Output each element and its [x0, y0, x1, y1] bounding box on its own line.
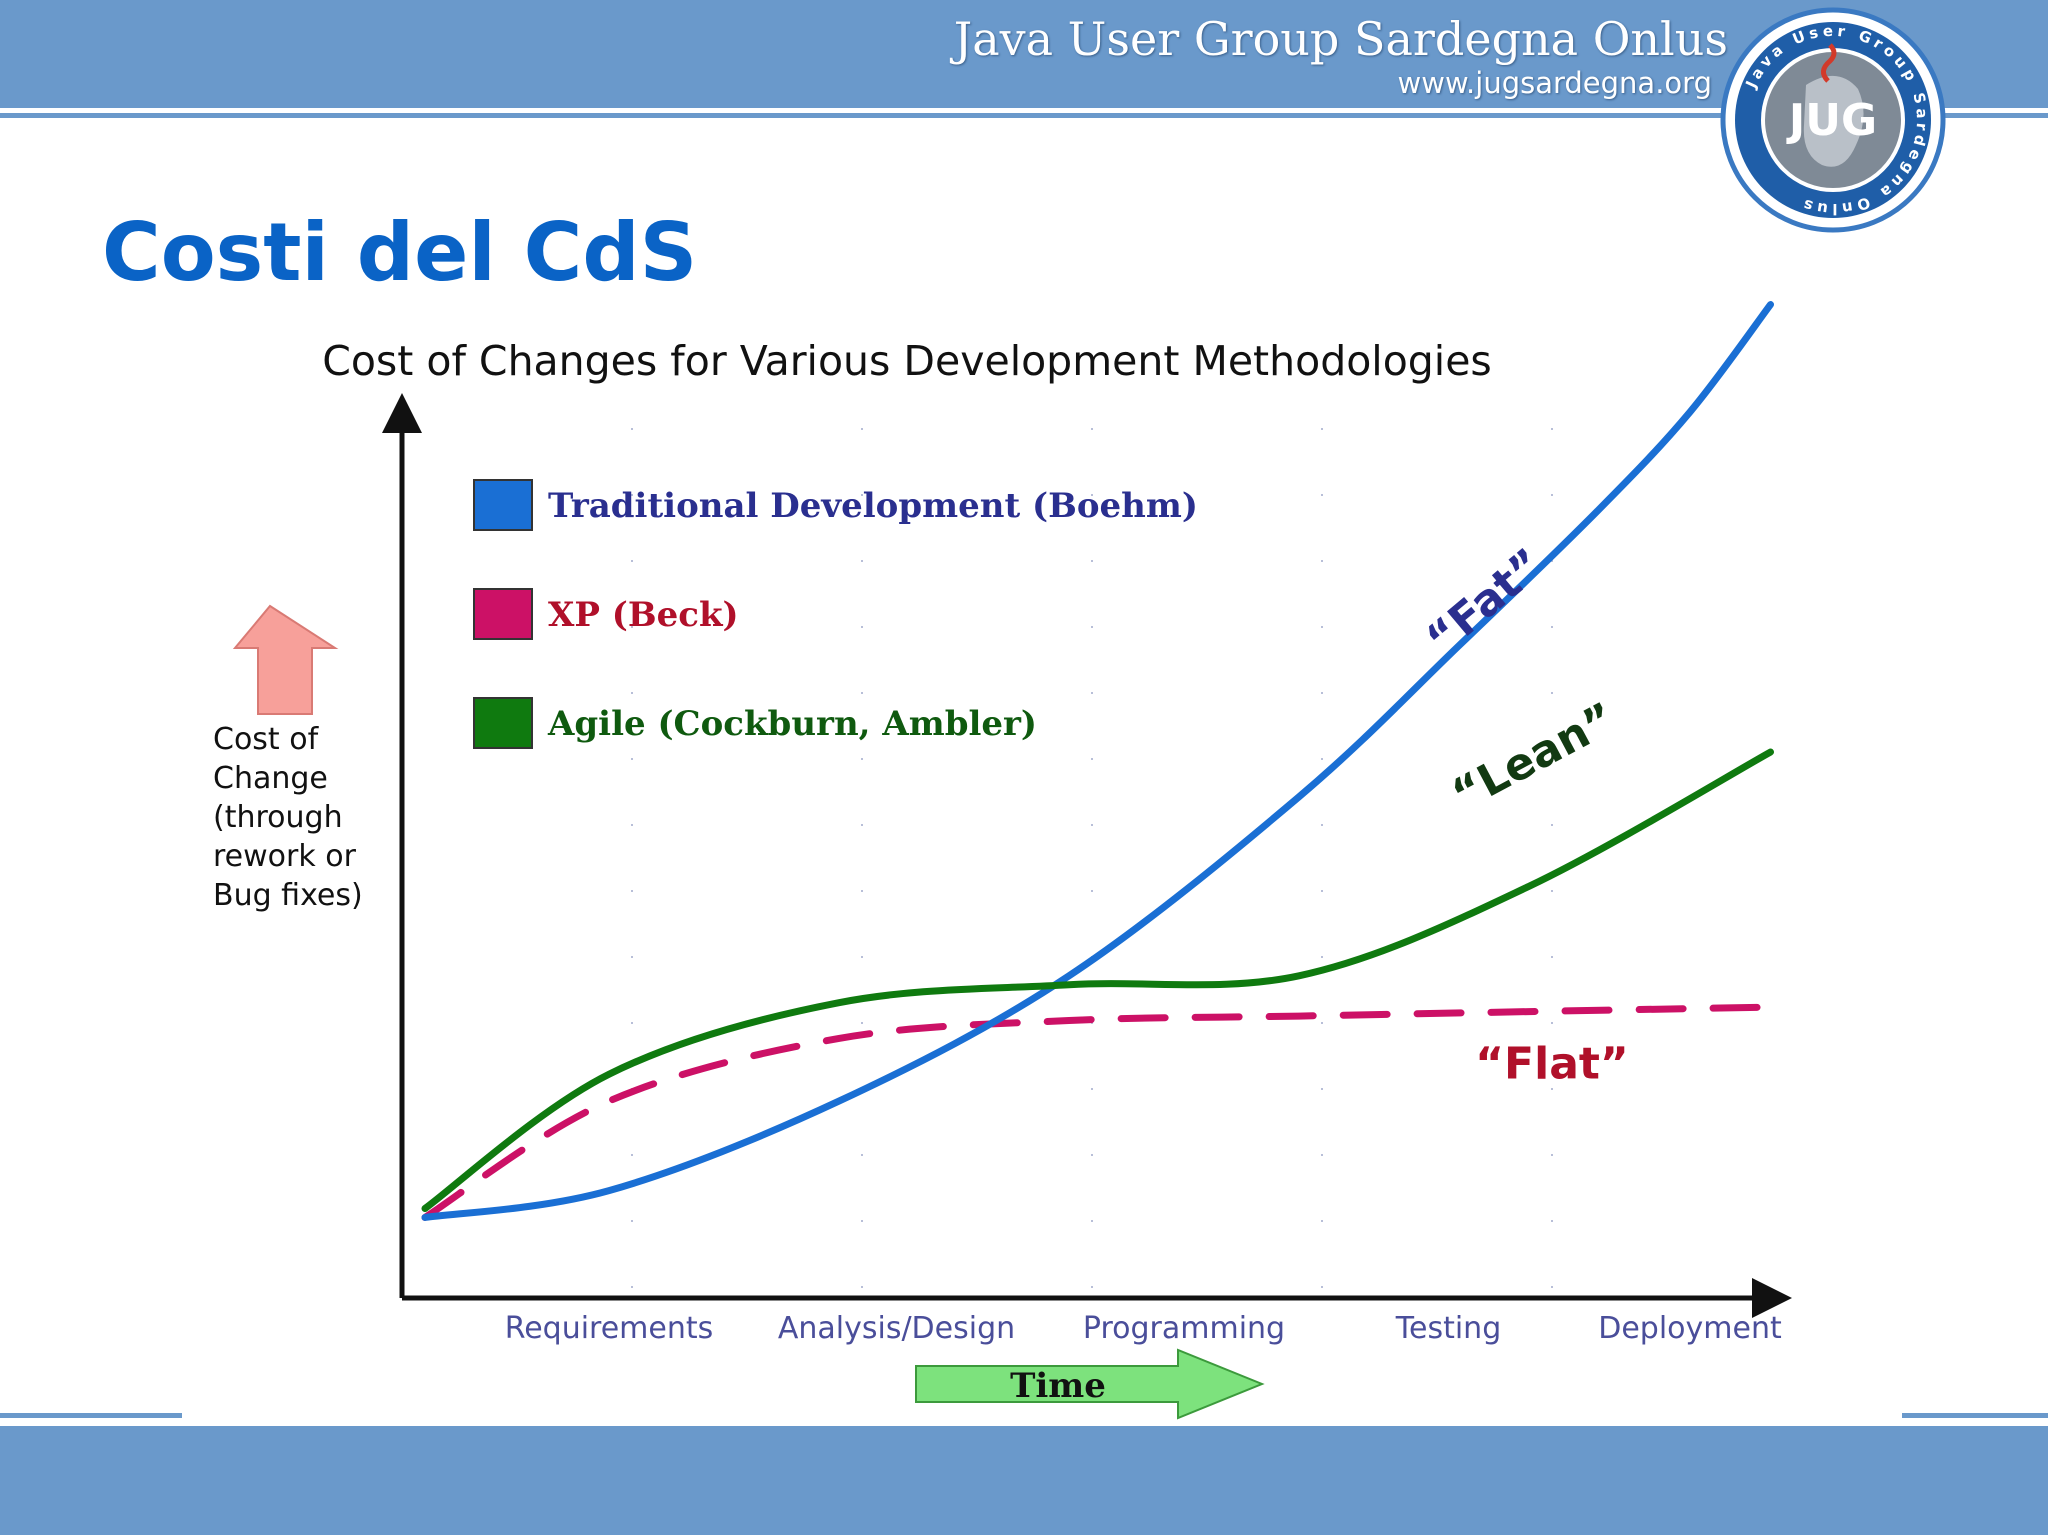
chart-grid — [631, 423, 1553, 1288]
x-tick-label: Analysis/Design — [778, 1311, 1015, 1346]
jug-logo: Java User Group Sardegna Onlus JUG — [1720, 7, 1946, 233]
y-label-line: rework or — [213, 839, 357, 874]
x-tick-labels: Requirements Analysis/Design Programming Te… — [505, 1311, 1782, 1346]
y-label-line: Cost of — [213, 722, 320, 757]
x-tick-label: Testing — [1395, 1311, 1501, 1346]
y-label-line: Change — [213, 761, 328, 796]
legend-label: Traditional Development (Boehm) — [548, 486, 1198, 526]
x-axis-label: Time — [1010, 1366, 1106, 1406]
header-rule — [0, 113, 2048, 118]
series-annotation: “Lean” — [1444, 693, 1624, 821]
legend-swatch — [473, 697, 533, 749]
slide-title: Costi del CdS — [102, 206, 698, 299]
y-axis-label: Cost of Change (through rework or Bug fi… — [213, 722, 366, 913]
series-annotation: “Fat” — [1417, 539, 1554, 666]
time-arrow-icon — [915, 1348, 1265, 1420]
legend-label: Agile (Cockburn, Ambler) — [547, 704, 1037, 744]
chart-title: Cost of Changes for Various Development … — [322, 337, 1492, 385]
org-name: Java User Group Sardegna Onlus — [953, 12, 1728, 66]
y-label-line: Bug fixes) — [213, 878, 363, 913]
x-tick-label: Requirements — [505, 1311, 714, 1346]
footer-rule-right — [1902, 1413, 2048, 1418]
x-tick-label: Programming — [1083, 1311, 1285, 1346]
org-url: www.jugsardegna.org — [1397, 66, 1712, 100]
series-line — [421, 748, 1774, 1212]
series-layer — [421, 301, 1774, 1221]
series-line — [421, 301, 1774, 1221]
logo-text: JUG — [1786, 95, 1877, 146]
footer-band — [0, 1426, 2048, 1535]
header-band — [0, 0, 2048, 108]
up-arrow-icon — [232, 604, 339, 715]
legend-label: XP (Beck) — [548, 595, 739, 635]
legend-swatch — [473, 479, 533, 531]
y-label-line: (through — [213, 800, 343, 835]
series-line — [421, 1003, 1774, 1221]
x-tick-label: Deployment — [1598, 1311, 1782, 1346]
footer-rule-left — [0, 1413, 182, 1418]
series-annotation: “Flat” — [1475, 1039, 1629, 1090]
chart-legend: Traditional Development (Boehm) XP (Beck)… — [473, 479, 1198, 749]
legend-swatch — [473, 588, 533, 640]
